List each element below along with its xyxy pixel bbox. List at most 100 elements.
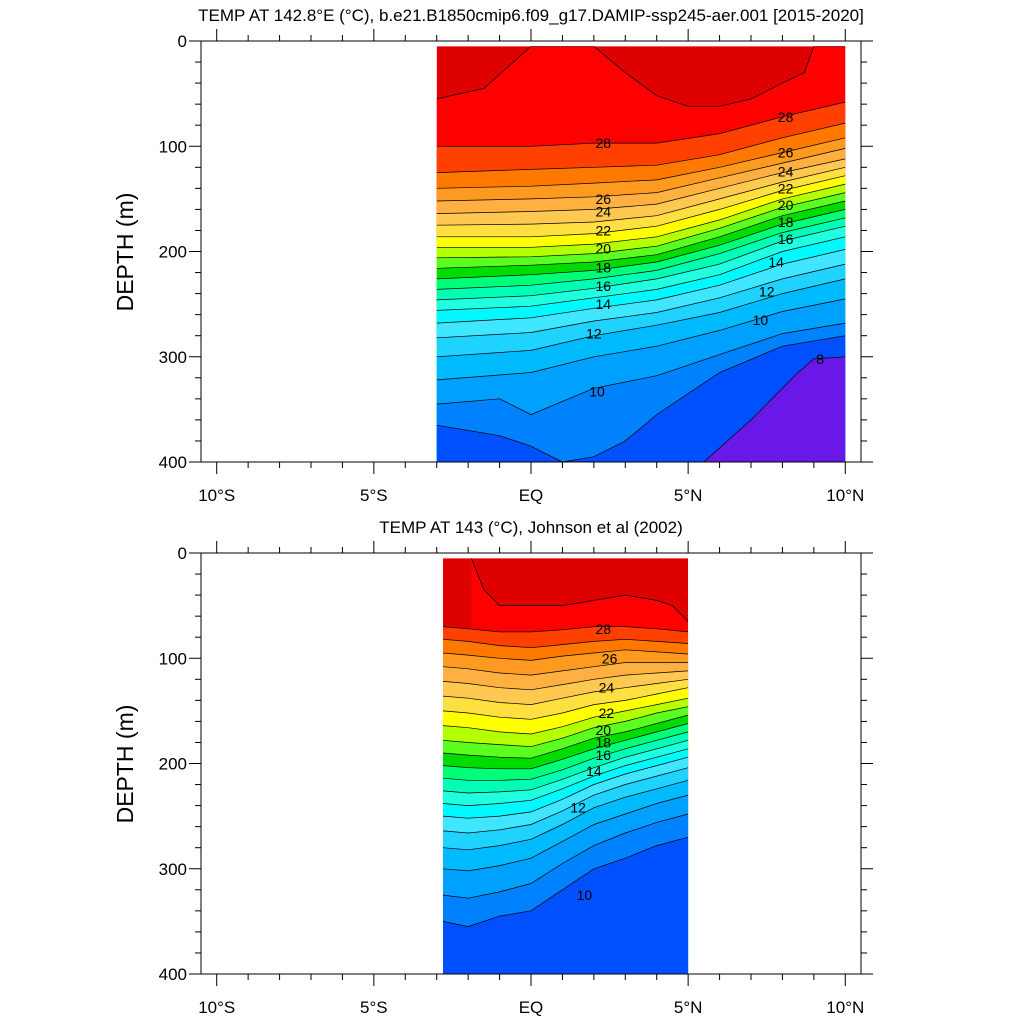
- contour-label: 10: [753, 312, 769, 328]
- x-tick-label: EQ: [519, 998, 544, 1017]
- y-tick-label: 0: [178, 544, 187, 563]
- contour-label: 10: [589, 383, 605, 399]
- isotherm-18: [443, 723, 689, 770]
- y-tick-label: 300: [159, 348, 187, 367]
- isotherm-22: [436, 175, 846, 238]
- isotherm-16: [443, 739, 689, 794]
- isotherm-11: [436, 298, 846, 381]
- isotherm-11: [443, 794, 689, 872]
- y-tick-label: 0: [178, 32, 187, 51]
- contour-label: 26: [778, 145, 794, 161]
- panel-title-model: TEMP AT 142.8°E (°C), b.e21.B1850cmip6.f…: [198, 6, 864, 25]
- x-tick-label: EQ: [519, 486, 544, 505]
- contour-fills: [443, 558, 689, 974]
- contour-label: 14: [768, 254, 784, 270]
- contour-label: 14: [586, 763, 602, 779]
- isotherm-lines: [443, 558, 689, 927]
- isotherm-26: [443, 649, 689, 661]
- x-tick-label: 5°S: [360, 486, 388, 505]
- isotherm-8: [703, 356, 846, 462]
- isotherm-20: [443, 706, 689, 748]
- x-tick-label: 5°N: [674, 998, 703, 1017]
- contour-label: 10: [577, 887, 593, 903]
- isotherm-25: [443, 662, 689, 676]
- y-axis-label-observations: DEPTH (m): [112, 705, 138, 824]
- contour-label: 12: [586, 326, 602, 342]
- isotherm-19: [436, 200, 846, 269]
- isotherm-10: [436, 322, 846, 415]
- isotherm-23: [436, 166, 846, 226]
- axis-tick-labels: 10°S 5°S EQ 5°N 10°N 0 100 200 300 400: [159, 32, 865, 505]
- contour-label: 28: [778, 109, 794, 125]
- contour-label: 8: [816, 351, 824, 367]
- isotherm-18: [436, 209, 846, 280]
- y-tick-label: 400: [159, 965, 187, 984]
- x-tick-label: 5°S: [360, 998, 388, 1017]
- x-tick-label: 10°N: [826, 998, 864, 1017]
- band-below-9: [443, 837, 689, 974]
- isotherm-28: [436, 101, 846, 147]
- contour-label: 20: [778, 197, 794, 213]
- isotherm-26: [436, 137, 846, 189]
- axis-ticks: [189, 541, 873, 986]
- isotherm-13: [436, 263, 846, 339]
- isotherm-29: [470, 558, 689, 622]
- isotherm-19: [443, 714, 689, 759]
- contour-panel-observations: TEMP AT 143 (°C), Johnson et al (2002) D…: [112, 518, 873, 1017]
- isotherm-16: [436, 225, 846, 301]
- isotherm-15: [443, 748, 689, 806]
- y-tick-label: 200: [159, 243, 187, 262]
- isotherm-20: [436, 192, 846, 259]
- contour-label: 22: [599, 705, 615, 721]
- isotherm-9: [436, 335, 846, 462]
- contour-fills: [436, 46, 846, 462]
- isotherm-12: [443, 779, 689, 851]
- isotherm-24: [443, 670, 689, 691]
- contour-label: 16: [778, 231, 794, 247]
- y-tick-label: 200: [159, 755, 187, 774]
- axis-tick-labels: 10°S 5°S EQ 5°N 10°N 0 100 200 300 400: [159, 544, 865, 1017]
- x-tick-label: 10°S: [198, 486, 235, 505]
- isotherm-15: [436, 236, 846, 311]
- contour-panel-model: TEMP AT 142.8°E (°C), b.e21.B1850cmip6.f…: [112, 6, 873, 505]
- y-tick-label: 300: [159, 860, 187, 879]
- isotherm-12: [436, 278, 846, 358]
- panel-title-observations: TEMP AT 143 (°C), Johnson et al (2002): [379, 518, 683, 537]
- band-below-8: [703, 356, 846, 462]
- isotherm-14: [436, 249, 846, 324]
- contour-label: 28: [595, 621, 611, 637]
- y-axis-label-model: DEPTH (m): [112, 193, 138, 312]
- isotherm-lines: [436, 46, 846, 462]
- contour-label: 18: [595, 259, 611, 275]
- isotherm-21: [443, 697, 689, 735]
- isotherm-24: [436, 158, 846, 214]
- isotherm-29: [436, 46, 846, 107]
- isotherm-28: [443, 626, 689, 633]
- isotherm-10: [443, 813, 689, 899]
- isotherm-22: [443, 687, 689, 720]
- contour-label: 18: [778, 214, 794, 230]
- isotherm-21: [436, 183, 846, 248]
- isotherm-25: [436, 148, 846, 202]
- contour-label: 20: [595, 240, 611, 256]
- contour-label: 14: [595, 296, 611, 312]
- contour-label: 12: [570, 800, 586, 816]
- contour-label: 22: [778, 180, 794, 196]
- y-tick-label: 100: [159, 649, 187, 668]
- contour-label: 22: [595, 222, 611, 238]
- isotherm-27: [443, 638, 689, 649]
- contour-label: 24: [778, 164, 794, 180]
- isotherm-13: [443, 767, 689, 834]
- isotherm-17: [436, 217, 846, 290]
- isotherm-9: [443, 836, 689, 927]
- axis-ticks: [189, 29, 873, 474]
- x-tick-label: 10°S: [198, 998, 235, 1017]
- isotherm-14: [443, 756, 689, 819]
- y-tick-label: 400: [159, 453, 187, 472]
- x-tick-label: 5°N: [674, 486, 703, 505]
- y-tick-label: 100: [159, 137, 187, 156]
- plot-area-model: 2828262422201816141210826242220181614121…: [159, 29, 873, 505]
